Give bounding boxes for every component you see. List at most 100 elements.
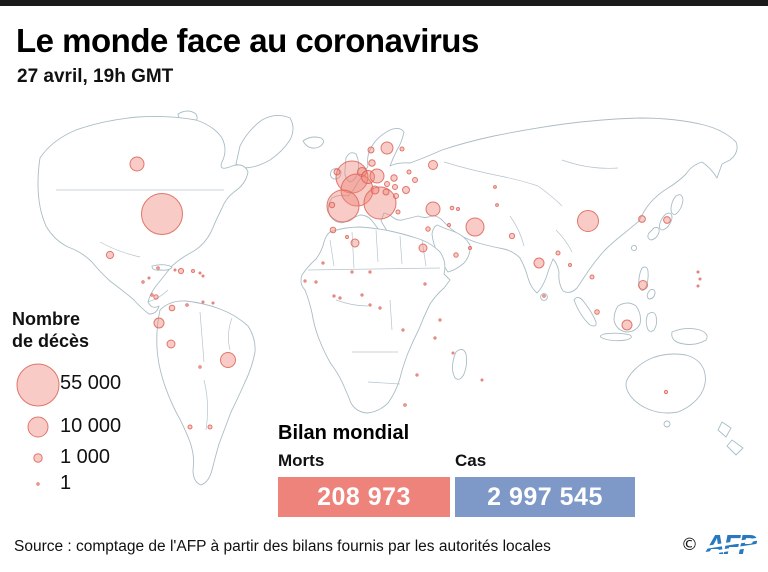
death-bubble: [345, 235, 349, 239]
death-bubble: [329, 226, 337, 234]
death-bubble: [156, 266, 160, 270]
death-bubble: [433, 336, 437, 340]
death-bubble: [198, 365, 202, 369]
death-bubble: [177, 267, 185, 275]
death-bubble: [415, 373, 419, 377]
death-bubble: [402, 186, 410, 194]
death-bubble: [105, 250, 115, 260]
legend-title-line2: de décès: [12, 331, 90, 351]
death-bubble: [696, 284, 700, 288]
country-borders: [56, 159, 619, 431]
death-bubble: [368, 159, 376, 167]
death-bubble: [187, 424, 193, 430]
death-bubble: [328, 201, 336, 209]
death-bubble: [350, 238, 360, 248]
death-bubble: [321, 261, 325, 265]
death-bubble: [493, 185, 497, 189]
death-bubble: [468, 246, 472, 250]
cases-value-bar: 2 997 545: [455, 477, 635, 517]
death-bubble: [425, 226, 431, 232]
continent-outlines: [37, 110, 744, 486]
summary-title: Bilan mondial: [278, 422, 410, 444]
death-bubble: [207, 424, 213, 430]
legend-circle-1000: [33, 453, 43, 463]
source-line: Source : comptage de l'AFP à partir des …: [14, 538, 551, 555]
death-bubble: [360, 293, 364, 297]
afp-logo: AFP: [703, 531, 758, 559]
death-bubble: [393, 193, 399, 199]
death-bubble: [368, 303, 372, 307]
death-bubble: [663, 216, 671, 224]
death-bubble: [698, 277, 702, 281]
legend-label-1: 1: [60, 472, 72, 494]
death-bubble: [141, 280, 145, 284]
death-bubble: [395, 209, 401, 215]
death-bubble: [589, 274, 595, 280]
death-bubble: [141, 193, 183, 235]
death-bubble: [314, 280, 318, 284]
death-bubble: [129, 156, 145, 172]
death-bubble: [384, 181, 390, 187]
death-bubble: [332, 294, 336, 298]
death-bubble: [382, 188, 390, 196]
death-bubble: [390, 174, 398, 182]
death-bubble: [380, 141, 394, 155]
death-bubble: [211, 301, 215, 305]
death-bubble: [495, 203, 499, 207]
death-bubble: [220, 352, 236, 368]
deaths-value-bar: 208 973: [278, 477, 450, 517]
page-title: Le monde face au coronavirus: [16, 22, 479, 59]
legend-circles: [16, 363, 60, 486]
death-bubble: [333, 168, 341, 176]
death-bubble: [533, 257, 545, 269]
afp-credit: © AFP: [681, 531, 758, 559]
death-bubble: [369, 168, 385, 184]
death-bubble: [456, 207, 460, 211]
death-bubble: [568, 263, 572, 267]
legend-title-line1: Nombre: [12, 309, 81, 329]
death-bubble: [406, 169, 412, 175]
death-bubble: [153, 317, 165, 329]
death-bubble: [542, 294, 546, 298]
death-bubble: [508, 232, 516, 240]
death-bubble: [418, 243, 428, 253]
death-bubble: [412, 177, 418, 183]
death-bubble: [449, 205, 455, 211]
death-bubble: [168, 304, 176, 312]
death-bubble: [326, 189, 360, 223]
death-bubble: [425, 201, 441, 217]
death-bubble: [392, 184, 398, 190]
map-legend: Nombre de décès 55 000 10 000 1 000 1: [0, 300, 150, 510]
death-bubble: [166, 339, 176, 349]
death-bubble: [350, 270, 354, 274]
death-bubble: [363, 186, 397, 220]
death-bubble: [480, 378, 484, 382]
death-bubble: [201, 300, 205, 304]
top-border: [0, 0, 768, 6]
date-line: 27 avril, 19h GMT: [17, 66, 174, 87]
death-bubble: [638, 280, 648, 290]
death-bubble: [621, 319, 633, 331]
death-bubble: [594, 309, 600, 315]
death-bubble: [191, 269, 195, 273]
cases-label: Cas: [455, 451, 487, 470]
death-bubble: [198, 271, 202, 275]
death-bubble: [447, 223, 451, 227]
death-bubble: [147, 276, 151, 280]
legend-title: Nombre de décès: [12, 308, 89, 352]
deaths-label: Morts: [278, 451, 325, 470]
death-bubble: [428, 160, 438, 170]
death-bubble: [663, 389, 669, 395]
death-bubble: [401, 328, 405, 332]
death-bubble: [403, 403, 407, 407]
death-bubble: [638, 215, 646, 223]
legend-label-1000: 1 000: [60, 446, 111, 468]
world-summary: Bilan mondial Morts Cas 208 973 2 997 54…: [278, 422, 638, 517]
death-bubble: [150, 293, 154, 297]
death-bubble: [185, 303, 189, 307]
death-bubbles: [105, 141, 702, 430]
copyright-symbol: ©: [681, 535, 698, 555]
death-bubble: [696, 270, 700, 274]
death-bubble: [577, 210, 599, 232]
